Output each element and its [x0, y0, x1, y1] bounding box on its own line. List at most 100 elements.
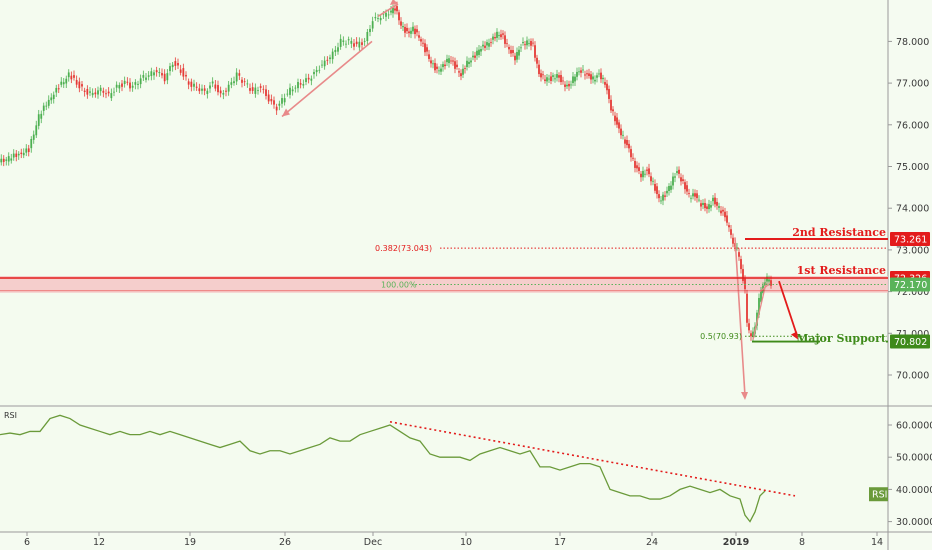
price-tick-label: 73.000 [896, 245, 929, 256]
x-tick-label: 14 [871, 537, 883, 548]
candle-body [514, 55, 516, 61]
candle-body [730, 229, 732, 235]
candle-body [73, 75, 75, 78]
candle-body [377, 18, 379, 19]
candle-body [257, 90, 259, 91]
candle-body [566, 84, 568, 87]
candle-body [147, 75, 150, 77]
candle-body [554, 78, 556, 80]
candle-body [406, 27, 408, 32]
candle-body [75, 80, 78, 85]
first-resistance-label: 1st Resistance [797, 264, 886, 277]
candle-body [564, 84, 566, 87]
candle-body [648, 168, 650, 175]
fib-label-05: 0.5(70.93) [700, 332, 742, 341]
candle-body [552, 75, 554, 77]
candle-body [518, 49, 520, 56]
candle-body [50, 97, 53, 101]
candle-body [150, 71, 153, 77]
candle-body [492, 36, 494, 40]
candle-body [94, 92, 97, 95]
candle-body [658, 194, 660, 199]
candle-body [724, 211, 726, 218]
candle-body [238, 73, 241, 76]
candle-body [398, 12, 400, 21]
candle-body [592, 76, 594, 80]
rsi-line [0, 414, 766, 523]
candle-body [768, 279, 770, 282]
candle-body [678, 169, 680, 174]
candle-body [246, 83, 249, 85]
candle-body [35, 125, 38, 136]
candle-body [251, 87, 254, 91]
candle-body [470, 60, 472, 63]
candle-body [672, 176, 674, 186]
candle-body [726, 215, 728, 223]
candle-body [47, 99, 50, 106]
fib-arrow-head [741, 392, 748, 401]
candle-body [408, 31, 410, 34]
candle-body [590, 74, 592, 80]
x-tick-label: 26 [279, 537, 291, 548]
candle-body [468, 61, 470, 65]
candle-body [668, 186, 670, 191]
candle-body [558, 75, 560, 78]
candle-body [32, 134, 35, 140]
candle-body [666, 190, 668, 194]
candle-body [20, 152, 23, 155]
candle-body [748, 323, 750, 331]
candle-body [182, 68, 185, 77]
fib-label-0382: 0.382(73.043) [375, 244, 432, 253]
candle-body [630, 149, 632, 158]
candle-body [736, 247, 738, 249]
candle-body [622, 134, 624, 136]
candle-body [608, 88, 610, 99]
candle-body [512, 50, 514, 53]
candle-body [616, 117, 618, 125]
candle-body [536, 57, 538, 64]
candle-body [620, 128, 622, 136]
candle-body [249, 88, 251, 91]
candle-body [662, 194, 664, 201]
candle-body [614, 115, 616, 122]
candle-body [86, 88, 89, 95]
candle-body [371, 21, 374, 29]
candle-body [137, 83, 139, 85]
candle-body [369, 28, 371, 33]
candle-body [546, 77, 548, 82]
candle-body [347, 39, 350, 41]
candle-body [710, 205, 712, 208]
candle-body [115, 84, 118, 88]
candle-body [456, 64, 458, 67]
candle-body [307, 77, 310, 80]
candle-body [702, 202, 704, 206]
candle-body [594, 79, 596, 82]
candle-body [586, 73, 588, 75]
candle-body [363, 40, 366, 42]
candle-body [342, 40, 345, 42]
candle-body [438, 70, 440, 72]
candle-body [706, 206, 708, 209]
candle-body [177, 62, 179, 66]
candle-body [313, 71, 315, 75]
candle-body [760, 290, 762, 302]
candle-body [118, 85, 121, 89]
candle-body [163, 73, 166, 82]
candle-body [12, 153, 15, 158]
candle-body [396, 6, 398, 12]
candle-body [15, 153, 18, 157]
candle-body [286, 93, 289, 95]
candle-body [542, 74, 544, 76]
candle-body [55, 87, 58, 93]
candle-body [0, 158, 3, 163]
candle-body [600, 72, 602, 80]
candle-body [187, 81, 190, 85]
candle-body [209, 85, 211, 89]
candle-body [548, 78, 550, 80]
second-resistance-label: 2nd Resistance [792, 226, 886, 239]
candle-body [534, 45, 536, 58]
candle-body [289, 87, 291, 95]
price-tick-label: 72.000 [896, 287, 929, 298]
candle-body [744, 278, 746, 290]
candle-body [478, 49, 480, 55]
